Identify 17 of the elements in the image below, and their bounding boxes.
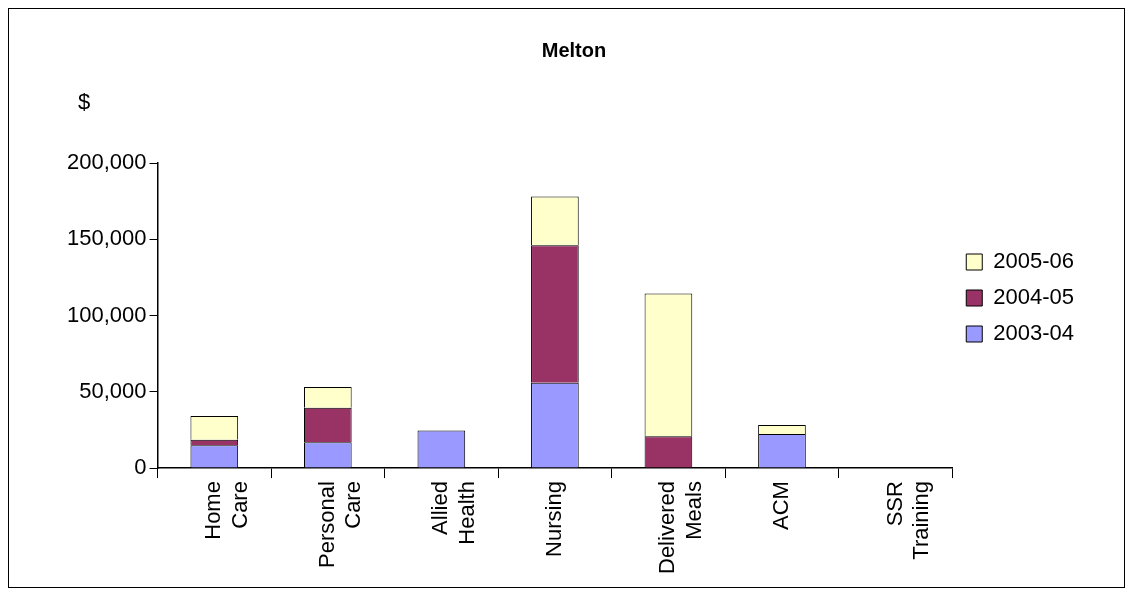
legend-label: 2003-04	[993, 320, 1075, 346]
y-tick-label: 0	[134, 454, 147, 480]
x-tick-label: SSR Training	[881, 481, 933, 560]
legend-label: 2005-06	[993, 248, 1075, 274]
chart-title: Melton	[541, 38, 607, 61]
x-tick-label: Allied Health	[427, 481, 479, 545]
x-tick-label: Personal Care	[313, 481, 366, 568]
x-tick-label: Nursing	[540, 481, 566, 557]
x-tick-label: Delivered Meals	[654, 481, 706, 575]
x-tick-label: ACM	[768, 481, 794, 530]
y-tick-label: 50,000	[79, 377, 147, 403]
legend-label: 2004-05	[993, 284, 1075, 310]
y-tick-label: 200,000	[66, 149, 147, 175]
y-axis-title: $	[77, 89, 91, 115]
y-tick-label: 100,000	[66, 301, 147, 327]
y-tick-label: 150,000	[66, 225, 147, 251]
x-tick-label: Home Care	[200, 481, 252, 540]
